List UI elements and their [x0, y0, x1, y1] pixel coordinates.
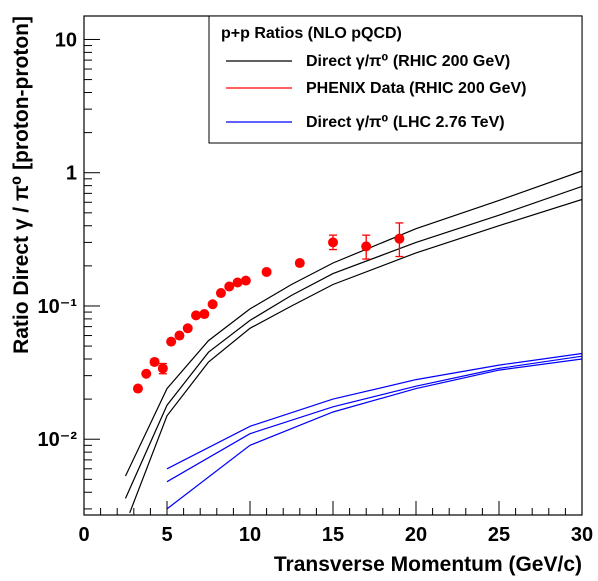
- phenix-data-point: [232, 277, 243, 288]
- lhc-ratio-curve-5: [166, 358, 582, 510]
- legend-label-lhc: Direct γ/π⁰ (LHC 2.76 TeV): [306, 114, 505, 131]
- y-tick-label: 1: [66, 163, 77, 185]
- phenix-data-point: [182, 323, 193, 334]
- lhc-ratio-curve-3: [166, 352, 582, 470]
- lhc-ratio-curve-4: [166, 355, 582, 483]
- phenix-data-point: [207, 299, 218, 310]
- axes-layer: 0 5 10 15 20 25 30 10 1 10⁻¹ 10⁻²: [38, 29, 594, 546]
- phenix-data-point: [240, 275, 251, 286]
- phenix-data-point: [215, 288, 226, 299]
- x-tick-label: 25: [488, 524, 510, 546]
- phenix-data-point: [166, 336, 177, 347]
- x-tick-label: 15: [322, 524, 344, 546]
- y-tick-label: 10⁻¹: [38, 296, 78, 318]
- data-layer: [124, 170, 582, 514]
- phenix-data-point: [174, 330, 185, 341]
- y-axis-title: Ratio Direct γ / π⁰ [proton-proton]: [10, 16, 33, 354]
- phenix-data-point: [157, 363, 168, 374]
- x-tick-label: 10: [239, 524, 261, 546]
- rhic-ratio-curve-2: [129, 198, 582, 514]
- phenix-data-point: [149, 356, 160, 367]
- phenix-data-point: [394, 233, 405, 244]
- phenix-data-point: [224, 281, 235, 292]
- phenix-data-point: [261, 266, 272, 277]
- phenix-data-point: [328, 237, 338, 248]
- y-tick-label: 10: [55, 29, 77, 51]
- x-tick-label: 0: [78, 524, 89, 546]
- legend: p+p Ratios (NLO pQCD) Direct γ/π⁰ (RHIC …: [208, 15, 583, 144]
- y-tick-label: 10⁻²: [38, 429, 78, 451]
- x-tick-label: 20: [405, 524, 427, 546]
- x-tick-label: 30: [571, 524, 593, 546]
- phenix-data-point: [141, 368, 152, 379]
- phenix-data-point: [191, 310, 202, 321]
- legend-label-phenix: PHENIX Data (RHIC 200 GeV): [306, 80, 527, 97]
- x-tick-label: 5: [161, 524, 172, 546]
- phenix-data-point: [294, 258, 305, 269]
- rhic-ratio-curve-0: [124, 170, 582, 477]
- rhic-ratio-curve-1: [124, 185, 582, 499]
- legend-title: p+p Ratios (NLO pQCD): [221, 25, 402, 42]
- x-axis-title: Transverse Momentum (GeV/c): [274, 553, 582, 576]
- phenix-data-point: [361, 241, 372, 252]
- legend-label-rhic: Direct γ/π⁰ (RHIC 200 GeV): [306, 53, 510, 70]
- phenix-data-point: [132, 383, 143, 394]
- phenix-data-point: [199, 309, 210, 320]
